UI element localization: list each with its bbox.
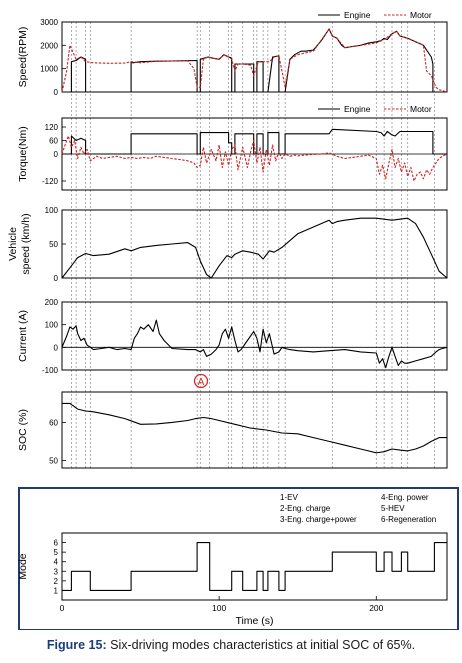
speed-legend-engine-label: Engine (344, 10, 371, 20)
annotation-a-circle (193, 373, 209, 389)
mode-boundary-lines (71, 22, 435, 470)
mode-box-frame (18, 487, 459, 630)
soc-ytick-label-0: 50 (49, 456, 58, 465)
mode-xlabel: Time (s) (235, 615, 273, 627)
caption-label: Figure 15: (46, 638, 107, 652)
speed-ylabel: Speed(RPM) (17, 27, 29, 88)
mode-legend-item-5: 5-HEV (381, 504, 405, 513)
annotation-a-label: A (198, 377, 205, 388)
mode-xtick-label-2: 200 (369, 603, 383, 613)
current-axes-frame (61, 301, 448, 371)
torque-panel: -120 0 60 120 Torque(Nm) Engine Motor (17, 104, 448, 191)
torque-ytick-label-3: 120 (45, 123, 59, 132)
torque-ytick-label-2: 60 (49, 137, 58, 146)
mode-ytick-label-0: 1 (54, 586, 59, 595)
mode-ytick-label-5: 6 (54, 539, 59, 548)
vehicle-speed-panel: 0 50 100 Vehiclespeed (km/h) (7, 206, 448, 283)
mode-xtick-label-0: 0 (60, 603, 65, 613)
current-series-0-line (61, 319, 448, 369)
torque-ylabel: Torque(Nm) (17, 126, 29, 181)
torque-legend-motor-label: Motor (410, 104, 432, 114)
vehicle-speed-series-0-line (61, 217, 448, 279)
mode-ytick-label-4: 5 (54, 548, 59, 557)
figure-caption: Figure 15: Six-driving modes characteris… (0, 638, 462, 652)
mode-ylabel: Mode (17, 553, 29, 579)
mode-legend-item-6: 6-Regeneration (381, 515, 436, 524)
speed-ytick-label-0: 0 (54, 88, 59, 97)
soc-axes-frame (61, 391, 448, 469)
speed-legend-motor-label: Motor (410, 10, 432, 20)
speed-rpm-panel: 0 1000 2000 3000 Speed(RPM) Engine Motor (17, 10, 448, 97)
current-ytick-label-0: -100 (42, 366, 59, 375)
annotation-a: A (193, 373, 209, 389)
caption-text: Six-driving modes characteristics at ini… (110, 638, 416, 652)
vehicle-speed-ytick-label-0: 0 (54, 274, 59, 283)
speed-ytick-label-2: 2000 (40, 41, 58, 50)
mode-ytick-label-3: 4 (54, 558, 59, 567)
mode-series-0-line (62, 542, 447, 591)
mode-legend-item-2: 2-Eng. charge (280, 504, 331, 513)
current-ytick-label-1: 0 (54, 343, 59, 352)
mode-legend-item-1: 1-EV (280, 493, 298, 502)
speed-series-engine-line (62, 28, 447, 93)
vehicle-speed-ytick-label-1: 50 (49, 240, 58, 249)
mode-ytick-label-1: 2 (54, 577, 59, 586)
current-ytick-label-3: 200 (45, 298, 59, 307)
current-panel: -100 0 100 200 Current (A) (17, 298, 448, 375)
mode-xtick-label-1: 100 (212, 603, 226, 613)
vehicle-speed-ylabel: Vehiclespeed (km/h) (7, 213, 32, 274)
soc-panel: 50 60 SOC (%) (17, 391, 448, 469)
current-ytick-label-2: 100 (45, 321, 59, 330)
mode-legend-item-4: 4-Eng. power (381, 493, 429, 502)
torque-ytick-label-1: 0 (54, 150, 59, 159)
torque-legend-engine-label: Engine (344, 104, 371, 114)
speed-axes-frame (61, 21, 448, 93)
torque-series-motor-line (61, 135, 448, 182)
soc-ylabel: SOC (%) (17, 409, 29, 451)
speed-ytick-label-3: 3000 (40, 18, 58, 27)
soc-ytick-label-1: 60 (49, 418, 58, 427)
soc-series-0-line (62, 402, 447, 454)
current-ylabel: Current (A) (17, 310, 29, 362)
torque-series-engine-line (62, 128, 447, 155)
speed-series-motor-line (61, 28, 448, 93)
speed-ytick-label-1: 1000 (40, 65, 58, 74)
vehicle-speed-ytick-label-2: 100 (45, 206, 59, 215)
mode-legend-item-3: 3-Eng. charge+power (280, 515, 357, 524)
torque-ytick-label-0: -120 (42, 177, 59, 186)
mode-ytick-label-2: 3 (54, 567, 59, 576)
mode-axes-frame (61, 532, 448, 601)
